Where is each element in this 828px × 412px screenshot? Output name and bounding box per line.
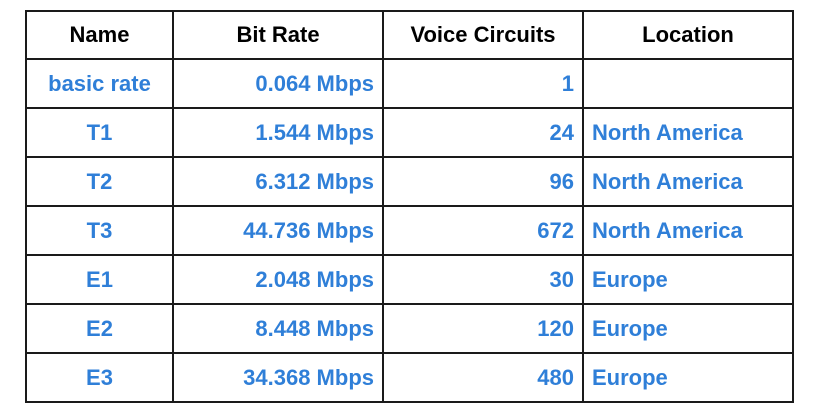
column-header-name: Name [25,10,174,60]
cell-voice-circuits: 1 [382,58,584,109]
cell-location: Europe [582,254,794,305]
cell-voice-circuits: 120 [382,303,584,354]
cell-location: North America [582,205,794,256]
cell-name: E3 [25,352,174,403]
cell-location [582,58,794,109]
cell-name: T3 [25,205,174,256]
cell-location: Europe [582,303,794,354]
cell-voice-circuits: 672 [382,205,584,256]
cell-name: T1 [25,107,174,158]
cell-location: Europe [582,352,794,403]
header-row: Name Bit Rate Voice Circuits Location [25,10,794,60]
cell-voice-circuits: 30 [382,254,584,305]
cell-voice-circuits: 480 [382,352,584,403]
cell-bit-rate: 8.448 Mbps [172,303,384,354]
table-row: T1 1.544 Mbps 24 North America [25,107,794,158]
table-row: E1 2.048 Mbps 30 Europe [25,254,794,305]
cell-name: E2 [25,303,174,354]
cell-location: North America [582,107,794,158]
table-row: E3 34.368 Mbps 480 Europe [25,352,794,403]
cell-bit-rate: 44.736 Mbps [172,205,384,256]
cell-bit-rate: 6.312 Mbps [172,156,384,207]
column-header-bit-rate: Bit Rate [172,10,384,60]
cell-voice-circuits: 24 [382,107,584,158]
column-header-location: Location [582,10,794,60]
cell-bit-rate: 2.048 Mbps [172,254,384,305]
column-header-voice-circuits: Voice Circuits [382,10,584,60]
cell-name: E1 [25,254,174,305]
cell-location: North America [582,156,794,207]
cell-voice-circuits: 96 [382,156,584,207]
cell-bit-rate: 0.064 Mbps [172,58,384,109]
bit-rate-table: Name Bit Rate Voice Circuits Location ba… [25,10,794,403]
cell-bit-rate: 34.368 Mbps [172,352,384,403]
cell-name: basic rate [25,58,174,109]
table-row: basic rate 0.064 Mbps 1 [25,58,794,109]
table-row: T2 6.312 Mbps 96 North America [25,156,794,207]
cell-name: T2 [25,156,174,207]
cell-bit-rate: 1.544 Mbps [172,107,384,158]
table-row: E2 8.448 Mbps 120 Europe [25,303,794,354]
table-row: T3 44.736 Mbps 672 North America [25,205,794,256]
